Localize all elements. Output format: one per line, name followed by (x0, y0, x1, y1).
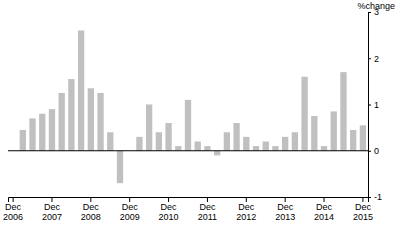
x-tick: Dec2007 (42, 197, 62, 222)
x-tick: Dec2015 (353, 197, 373, 222)
bar (20, 130, 26, 151)
chart: -10123Dec2006Dec2007Dec2008Dec2009Dec201… (0, 0, 397, 227)
bar (243, 137, 249, 151)
x-tick-mark (129, 197, 130, 202)
bar (263, 142, 269, 151)
x-tick-mark (13, 197, 14, 202)
bar (146, 105, 152, 151)
bar (311, 116, 317, 151)
bar (340, 72, 346, 151)
bar (331, 111, 337, 150)
bar (175, 146, 181, 151)
x-tick: Dec2008 (81, 197, 101, 222)
y-tick: 0 (368, 146, 379, 156)
x-tick-label: Dec2015 (353, 202, 373, 222)
bar (136, 137, 142, 151)
bar (59, 93, 65, 151)
bar (272, 146, 278, 151)
y-tick-mark (368, 105, 371, 106)
bar (350, 130, 356, 151)
x-tick-mark (362, 197, 363, 202)
y-tick-mark (368, 12, 371, 13)
bar (97, 93, 103, 151)
x-tick-mark (90, 197, 91, 202)
bar (195, 142, 201, 151)
bar (78, 31, 84, 151)
x-tick-label: Dec2006 (3, 202, 23, 222)
bar (29, 118, 35, 150)
bar (282, 137, 288, 151)
bar (156, 132, 162, 151)
bar (117, 151, 123, 183)
bar (253, 146, 259, 151)
bar (233, 123, 239, 151)
bar (185, 100, 191, 151)
y-tick-label: 1 (374, 100, 379, 110)
x-tick: Dec2009 (120, 197, 140, 222)
y-tick-mark (368, 58, 371, 59)
y-tick: 2 (368, 54, 379, 64)
y-tick-label: 2 (374, 54, 379, 64)
bar (88, 88, 94, 150)
bar (204, 146, 210, 151)
x-tick-label: Dec2009 (120, 202, 140, 222)
bar (68, 79, 74, 151)
bars (20, 31, 366, 184)
x-tick: Dec2006 (3, 197, 23, 222)
plot: -10123Dec2006Dec2007Dec2008Dec2009Dec201… (3, 7, 382, 222)
bar (39, 114, 45, 151)
x-tick-label: Dec2007 (42, 202, 62, 222)
y-tick-label: 0 (374, 146, 379, 156)
x-axis: Dec2006 Dec2007 Dec2008 Dec2009 Dec2010 Dec20… (3, 197, 373, 222)
x-axis-line (9, 198, 369, 203)
bar (165, 123, 171, 151)
bar (321, 146, 327, 151)
x-tick-label: Dec2014 (314, 202, 334, 222)
x-tick-label: Dec2011 (198, 202, 217, 222)
bar (292, 132, 298, 151)
bar (49, 109, 55, 151)
x-tick-mark (324, 197, 325, 202)
x-tick-mark (207, 197, 208, 202)
y-tick: -1 (368, 192, 382, 202)
y-tick-label: -1 (374, 192, 382, 202)
y-axis: -10123 (368, 7, 382, 202)
x-tick: Dec2011 (198, 197, 217, 222)
x-tick-label: Dec2010 (159, 202, 179, 222)
x-tick-label: Dec2013 (275, 202, 295, 222)
bar (224, 132, 230, 151)
y-tick-mark (368, 151, 371, 152)
bar (301, 77, 307, 151)
y-tick: 1 (368, 100, 379, 110)
x-tick: Dec2013 (275, 197, 295, 222)
y-axis-title: %change (357, 1, 395, 11)
x-tick-label: Dec2012 (236, 202, 256, 222)
bar (360, 125, 366, 150)
x-tick-mark (51, 197, 52, 202)
x-tick-mark (246, 197, 247, 202)
x-tick: Dec2014 (314, 197, 334, 222)
zero-line (8, 150, 368, 151)
bar (107, 132, 113, 151)
x-tick-label: Dec2008 (81, 202, 101, 222)
y-axis-line (369, 13, 372, 198)
x-tick: Dec2010 (159, 197, 179, 222)
bar (214, 151, 220, 156)
x-tick-mark (285, 197, 286, 202)
x-tick: Dec2012 (236, 197, 256, 222)
x-tick-mark (168, 197, 169, 202)
